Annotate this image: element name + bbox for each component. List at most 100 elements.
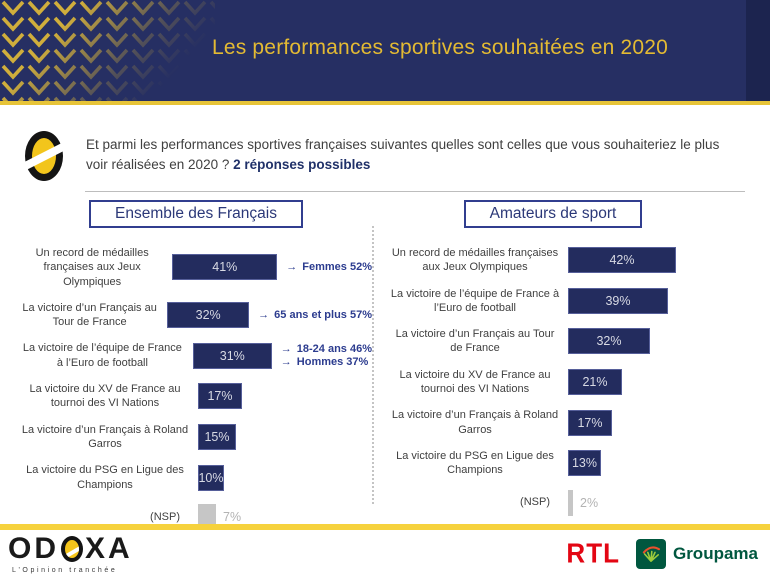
groupama-emblem-icon <box>642 545 661 562</box>
bar-row-jo: Un record de médailles françaises aux Je… <box>390 246 676 275</box>
groupama-wordmark: Groupama <box>672 543 758 563</box>
bar-value-label: 17% <box>577 415 603 430</box>
header-banner: Les performances sportives souhaitées en… <box>0 0 770 101</box>
page-title: Les performances sportives souhaitées en… <box>211 36 669 59</box>
bar-label: La victoire d’un Français au Tour de Fra… <box>395 328 555 355</box>
bar-value-label: 17% <box>207 389 233 404</box>
annotation: → Femmes 52% <box>286 261 372 273</box>
partner-logos: RTL Groupama <box>566 537 758 569</box>
footer: OD XA L'Opinion tranchée RTL Groupama <box>0 524 770 577</box>
question-main: Et parmi les performances sportives fran… <box>86 137 720 173</box>
annotation-text: 18-24 ans 46% <box>296 343 372 356</box>
arrow-icon: → <box>258 309 270 322</box>
rtl-logo: RTL <box>566 537 620 569</box>
odoxa-o-ring <box>25 131 63 181</box>
question-bold-note: 2 réponses possibles <box>233 157 371 173</box>
bar-row-psg: La victoire du PSG en Ligue des Champion… <box>390 449 676 478</box>
bar: 42% <box>568 247 676 274</box>
odoxa-word-left: OD <box>8 531 59 565</box>
odoxa-wordmark: OD XA <box>8 531 133 565</box>
bar-value-label: 42% <box>609 253 635 268</box>
bar-label: La victoire d’un Français à Roland Garro… <box>21 423 189 450</box>
odoxa-o-icon <box>61 535 83 562</box>
bar-value-label: 41% <box>212 260 238 275</box>
bar-value-label: 7% <box>223 509 242 524</box>
groupama-icon <box>635 538 666 569</box>
bar: 17% <box>198 383 242 410</box>
question-section: Et parmi les performances sportives fran… <box>0 105 770 181</box>
bar-row-nsp: (NSP) 7% <box>20 503 372 530</box>
question-text: Et parmi les performances sportives fran… <box>86 135 738 176</box>
bar: 15% <box>198 423 236 450</box>
bar-value-label: 32% <box>195 308 221 323</box>
bar-value-label: 13% <box>571 456 598 471</box>
bar: 31% <box>192 342 272 369</box>
groupama-logo: Groupama <box>635 538 758 569</box>
chart-ensemble-des-francais: Ensemble des Français Un record de médai… <box>20 200 372 542</box>
chart-title-ensemble: Ensemble des Français <box>89 200 303 228</box>
odoxa-logo: OD XA L'Opinion tranchée <box>8 531 133 574</box>
question-separator-line <box>85 191 745 192</box>
bar-row-nsp: (NSP) 2% <box>390 489 676 516</box>
header-divider-line <box>0 101 770 105</box>
annotation: → 18-24 ans 46% <box>281 343 372 355</box>
odoxa-word-right: XA <box>85 531 133 565</box>
bar-label: Un record de médailles françaises aux Je… <box>35 247 149 288</box>
bar-label: La victoire du PSG en Ligue des Champion… <box>26 464 184 491</box>
annotation: → Hommes 37% <box>281 356 372 368</box>
bar-value-label: 2% <box>580 495 599 510</box>
annotation-text: Femmes 52% <box>302 261 372 274</box>
odoxa-o-icon <box>18 131 72 181</box>
bar: 13% <box>568 450 601 477</box>
chart-amateurs-de-sport: Amateurs de sport Un record de médailles… <box>374 200 676 528</box>
bar-label: La victoire du XV de France au tournoi d… <box>399 368 551 396</box>
arrow-icon: → <box>280 356 292 369</box>
bar-label: (NSP) <box>520 496 550 509</box>
bar: 21% <box>568 369 622 396</box>
bar-value-label: 21% <box>582 375 608 390</box>
bar-nsp <box>568 489 573 516</box>
bar-label: La victoire d’un Français au Tour de Fra… <box>22 301 157 329</box>
bar-row-jo: Un record de médailles françaises aux Je… <box>20 246 372 289</box>
bar-label: La victoire de l’équipe de France à l’Eu… <box>390 287 560 314</box>
bar: 10% <box>198 464 224 491</box>
bar-value-label: 31% <box>219 348 245 363</box>
footer-content: OD XA L'Opinion tranchée RTL Groupama <box>0 530 770 577</box>
odoxa-tagline: L'Opinion tranchée <box>12 566 118 574</box>
charts-area: Ensemble des Français Un record de médai… <box>0 192 770 542</box>
bar-label: La victoire du PSG en Ligue des Champion… <box>396 449 554 477</box>
charts-divider-line <box>372 226 374 504</box>
bar-value-label: 10% <box>198 470 224 485</box>
bar-label: La victoire d’un Français à Roland Garro… <box>391 409 559 436</box>
bar-nsp <box>198 503 216 530</box>
bar-label: (NSP) <box>150 510 180 523</box>
bar: 32% <box>167 302 250 329</box>
bar-value-label: 15% <box>204 429 230 444</box>
bar-row-euro-football: La victoire de l’équipe de France à l’Eu… <box>390 287 676 316</box>
bar-annotations: → 18-24 ans 46% → Hommes 37% <box>281 343 372 368</box>
bar-label: La victoire de l’équipe de France à l’Eu… <box>22 342 182 369</box>
annotation-text: Hommes 37% <box>296 356 369 369</box>
bar: 39% <box>568 287 668 314</box>
bar-label: Un record de médailles françaises aux Je… <box>391 247 559 274</box>
bar-label: La victoire du XV de France au tournoi d… <box>29 383 181 410</box>
arrow-icon: → <box>280 343 292 356</box>
bar-value-label: 32% <box>596 334 622 349</box>
bar-row-tour-de-france: La victoire d’un Français au Tour de Fra… <box>390 327 676 356</box>
bar-row-psg: La victoire du PSG en Ligue des Champion… <box>20 463 372 492</box>
bar-row-tour-de-france: La victoire d’un Français au Tour de Fra… <box>20 301 372 330</box>
footer-divider-line <box>0 524 770 530</box>
bar-row-xv-de-france: La victoire du XV de France au tournoi d… <box>20 382 372 411</box>
annotation-text: 65 ans et plus 57% <box>274 309 372 322</box>
arrow-icon: → <box>286 261 298 274</box>
bar-value-label: 39% <box>605 293 631 308</box>
bar-row-xv-de-france: La victoire du XV de France au tournoi d… <box>390 368 676 397</box>
bar-row-roland-garros: La victoire d’un Français à Roland Garro… <box>390 408 676 437</box>
bar: 17% <box>568 409 612 436</box>
bar-row-roland-garros: La victoire d’un Français à Roland Garro… <box>20 423 372 452</box>
bar-annotations: → 65 ans et plus 57% <box>258 309 372 321</box>
annotation: → 65 ans et plus 57% <box>258 309 372 321</box>
bar: 41% <box>172 254 278 281</box>
odoxa-o-slash <box>65 540 79 558</box>
